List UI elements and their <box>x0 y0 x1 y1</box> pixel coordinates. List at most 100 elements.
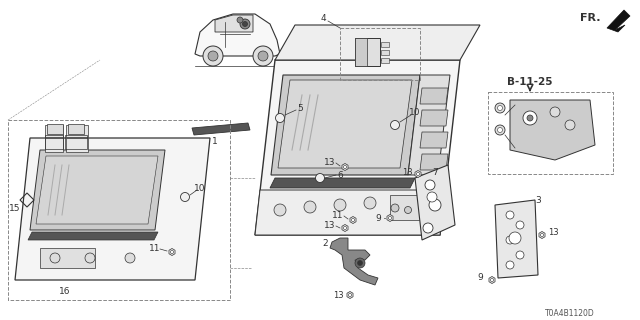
Polygon shape <box>489 276 495 284</box>
Polygon shape <box>387 214 393 221</box>
Circle shape <box>85 253 95 263</box>
Polygon shape <box>28 232 158 240</box>
Circle shape <box>509 232 521 244</box>
Circle shape <box>304 201 316 213</box>
Text: 16: 16 <box>60 287 71 297</box>
Circle shape <box>516 221 524 229</box>
Circle shape <box>364 197 376 209</box>
Text: 13: 13 <box>333 291 343 300</box>
Bar <box>65 135 87 149</box>
Polygon shape <box>350 217 356 223</box>
Circle shape <box>253 46 273 66</box>
Circle shape <box>344 227 347 229</box>
Circle shape <box>390 121 399 130</box>
Circle shape <box>495 125 505 135</box>
Circle shape <box>506 236 514 244</box>
Polygon shape <box>510 100 595 160</box>
Circle shape <box>540 233 543 236</box>
Text: FR.: FR. <box>580 13 600 23</box>
Text: 7: 7 <box>432 167 438 177</box>
Polygon shape <box>415 171 421 178</box>
Circle shape <box>388 216 392 220</box>
Circle shape <box>334 199 346 211</box>
Circle shape <box>417 172 420 176</box>
Text: 13: 13 <box>324 157 336 166</box>
Text: 15: 15 <box>9 204 20 212</box>
Circle shape <box>490 278 493 282</box>
Polygon shape <box>275 25 480 60</box>
Text: T0A4B1120D: T0A4B1120D <box>545 309 595 318</box>
Polygon shape <box>15 138 210 280</box>
Text: 1: 1 <box>212 137 218 146</box>
Circle shape <box>497 106 502 110</box>
Text: 11: 11 <box>149 244 161 252</box>
Text: 13: 13 <box>324 220 336 229</box>
Circle shape <box>427 192 437 202</box>
Circle shape <box>425 180 435 190</box>
Text: 5: 5 <box>297 103 303 113</box>
Text: 13: 13 <box>548 228 558 236</box>
Text: 4: 4 <box>320 13 326 22</box>
Circle shape <box>240 19 250 29</box>
Polygon shape <box>330 238 378 285</box>
Bar <box>45 135 63 149</box>
Polygon shape <box>415 165 455 240</box>
Circle shape <box>506 261 514 269</box>
Bar <box>355 38 367 66</box>
Bar <box>47 124 63 134</box>
Circle shape <box>170 251 173 253</box>
Bar <box>66 138 88 152</box>
Text: 2: 2 <box>322 238 328 247</box>
Circle shape <box>203 46 223 66</box>
Bar <box>66 125 88 137</box>
Circle shape <box>355 258 365 268</box>
Polygon shape <box>255 190 445 235</box>
Circle shape <box>208 51 218 61</box>
Polygon shape <box>607 10 630 32</box>
Bar <box>68 124 84 134</box>
Polygon shape <box>539 231 545 238</box>
Polygon shape <box>420 154 448 170</box>
Polygon shape <box>420 110 448 126</box>
Polygon shape <box>420 132 448 148</box>
Bar <box>390 195 425 220</box>
Polygon shape <box>195 14 280 56</box>
Circle shape <box>316 173 324 182</box>
Bar <box>488 92 613 174</box>
Circle shape <box>497 127 502 132</box>
Circle shape <box>344 165 347 169</box>
Circle shape <box>258 51 268 61</box>
Bar <box>45 138 63 152</box>
Bar <box>381 50 389 55</box>
Polygon shape <box>278 80 412 168</box>
Circle shape <box>237 17 243 23</box>
Polygon shape <box>270 178 415 188</box>
Circle shape <box>550 107 560 117</box>
Circle shape <box>423 223 433 233</box>
Bar <box>381 58 389 63</box>
Text: 10: 10 <box>409 108 420 116</box>
Text: 11: 11 <box>332 211 344 220</box>
Polygon shape <box>271 75 420 175</box>
Circle shape <box>243 21 248 27</box>
Circle shape <box>180 193 189 202</box>
Text: 10: 10 <box>195 183 205 193</box>
Bar <box>45 125 63 137</box>
Polygon shape <box>342 225 348 231</box>
Circle shape <box>495 103 505 113</box>
Text: B-11-25: B-11-25 <box>508 77 553 87</box>
Circle shape <box>429 199 441 211</box>
Bar <box>381 42 389 47</box>
Text: 9: 9 <box>477 274 483 283</box>
Circle shape <box>523 111 537 125</box>
Polygon shape <box>408 75 450 175</box>
Circle shape <box>351 219 355 221</box>
Polygon shape <box>36 156 158 224</box>
Polygon shape <box>420 88 448 104</box>
Bar <box>40 248 95 268</box>
Circle shape <box>527 115 533 121</box>
Circle shape <box>348 293 351 297</box>
Polygon shape <box>169 249 175 255</box>
Circle shape <box>565 120 575 130</box>
Circle shape <box>50 253 60 263</box>
